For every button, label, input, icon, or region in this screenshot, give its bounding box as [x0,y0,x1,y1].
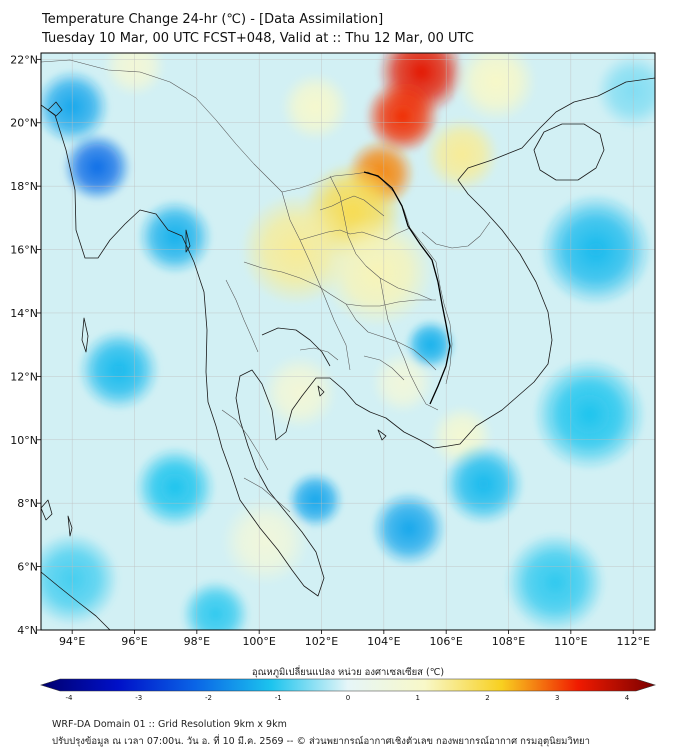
colorbar-tick-label: -1 [275,694,282,702]
lon-tick-label: 108°E [492,635,525,648]
map-title: Temperature Change 24-hr (℃) - [Data Ass… [42,12,384,27]
lon-tick-label: 96°E [121,635,147,648]
colorbar-tick-label: 0 [346,694,350,702]
field-anomaly [181,579,250,630]
field-anomaly [321,215,434,328]
field-anomaly [533,358,646,471]
lat-tick-label: 18°N [10,180,38,193]
country-borders [41,59,491,513]
field-anomaly [280,72,350,142]
lat-tick-label: 4°N [17,624,38,637]
lat-tick-label: 8°N [17,497,38,510]
lat-tick-label: 6°N [17,561,38,574]
lat-tick-label: 12°N [10,370,38,383]
colorbar-tick-label: -3 [135,694,142,702]
field-anomaly [595,53,655,129]
lon-tick-label: 102°E [305,635,338,648]
lat-lon-grid [41,53,655,630]
field-anomaly [41,532,119,627]
field-anomaly [405,319,456,370]
lat-tick-label: 20°N [10,117,38,130]
colorbar-ticks: -4 -3 -2 -1 0 1 2 3 4 [66,694,630,702]
field-anomaly [137,199,213,275]
field-anomaly [455,53,537,123]
coastlines [41,77,655,630]
lon-tick-label: 110°E [554,635,587,648]
colorbar [40,678,656,692]
axis-ticks: 94°E 96°E 98°E 100°E 102°E 104°E 106°E 108°E 110… [10,53,650,648]
lon-tick-label: 94°E [59,635,85,648]
colorbar-tick-label: 2 [485,694,489,702]
map-subtitle: Tuesday 10 Mar, 00 UTC FCST+048, Valid a… [42,31,474,46]
colorbar-tick-label: 1 [416,694,420,702]
colorbar-tick-label: -2 [205,694,212,702]
field-anomaly [287,471,344,529]
lon-tick-label: 112°E [616,635,649,648]
colorbar-tick-label: -4 [66,694,74,702]
field-anomaly [505,532,606,630]
colorbar-tick-label: 4 [625,694,630,702]
lat-tick-label: 14°N [10,307,38,320]
field-anomaly [262,354,338,430]
model-info: WRF-DA Domain 01 :: Grid Resolution 9km … [52,719,287,730]
field-anomaly [424,117,500,192]
lat-tick-label: 10°N [10,434,38,447]
field-anomaly [371,491,447,566]
colorbar-label: อุณหภูมิเปลี่ยนแปลง หน่วย องศาเซลเซียส (… [252,665,444,678]
field-anomaly [371,351,434,414]
colorbar-tick-label: 3 [555,694,559,702]
lon-tick-label: 104°E [367,635,400,648]
lat-tick-label: 16°N [10,244,38,257]
lat-tick-label: 22°N [10,53,38,66]
field-anomaly [443,443,525,525]
field-anomaly [78,329,160,411]
lon-tick-label: 98°E [184,635,210,648]
lon-tick-label: 100°E [242,635,275,648]
map-frame [40,52,656,631]
field-anomaly [134,446,216,528]
credit-line: ปรับปรุงข้อมูล ณ เวลา 07:00น. วัน อ. ที่… [52,736,590,747]
thailand-border [363,171,451,405]
field-anomaly [62,132,132,202]
lon-tick-label: 106°E [429,635,462,648]
